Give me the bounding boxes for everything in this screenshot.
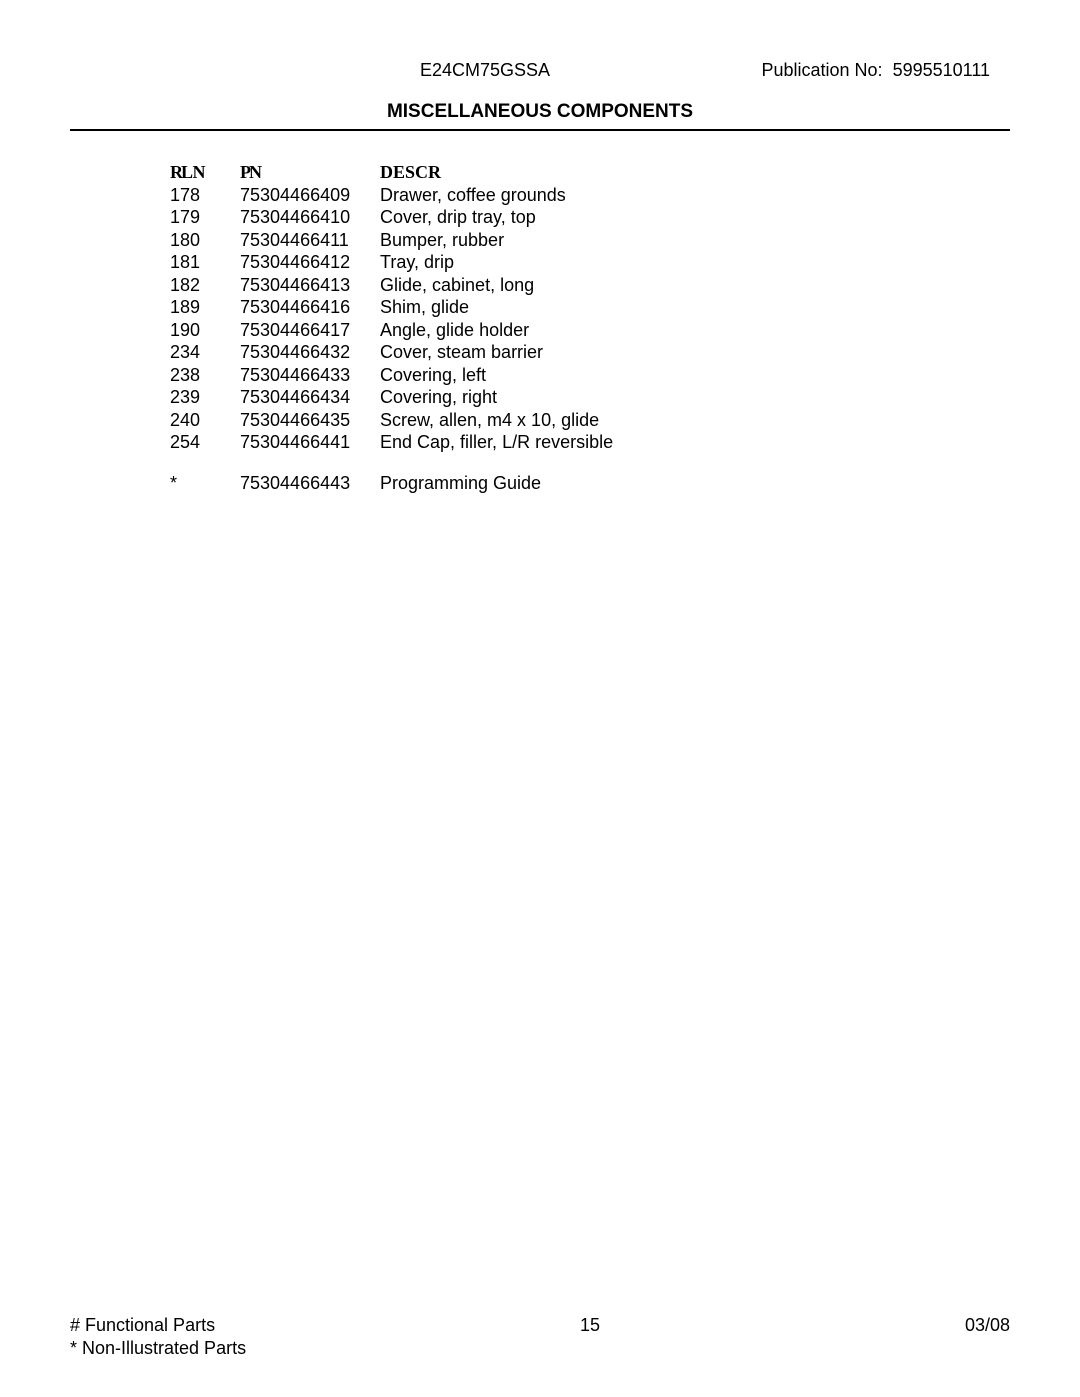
cell-desc: Angle, glide holder bbox=[380, 319, 613, 342]
section-title: MISCELLANEOUS COMPONENTS bbox=[70, 101, 1010, 123]
table-row: 234 75304466432 Cover, steam barrier bbox=[170, 341, 613, 364]
cell-pn: 75304466441 bbox=[240, 431, 380, 454]
cell-pn: 75304466409 bbox=[240, 184, 380, 207]
spacer-row bbox=[170, 454, 613, 472]
publication-label: Publication No: bbox=[761, 60, 882, 80]
cell-desc: Programming Guide bbox=[380, 472, 613, 495]
table-row: 179 75304466410 Cover, drip tray, top bbox=[170, 206, 613, 229]
cell-desc: Cover, drip tray, top bbox=[380, 206, 613, 229]
page-footer: # Functional Parts 15 03/08 * Non-Illust… bbox=[70, 1315, 1010, 1359]
table-row: 190 75304466417 Angle, glide holder bbox=[170, 319, 613, 342]
table-row: 182 75304466413 Glide, cabinet, long bbox=[170, 274, 613, 297]
parts-table: RL N PN DESCR 178 75304466409 Drawer, co… bbox=[170, 161, 613, 494]
header-row: E24CM75GSSA Publication No: 5995510111 bbox=[70, 60, 1010, 81]
cell-pn: 75304466443 bbox=[240, 472, 380, 495]
cell-rl: 238 bbox=[170, 364, 240, 387]
footer-page-number: 15 bbox=[580, 1315, 600, 1336]
table-header-row: RL N PN DESCR bbox=[170, 161, 613, 184]
cell-rl: 234 bbox=[170, 341, 240, 364]
footer-date: 03/08 bbox=[965, 1315, 1010, 1336]
cell-desc: Screw, allen, m4 x 10, glide bbox=[380, 409, 613, 432]
cell-desc: Glide, cabinet, long bbox=[380, 274, 613, 297]
cell-rl: 254 bbox=[170, 431, 240, 454]
cell-rl: 190 bbox=[170, 319, 240, 342]
table-row: 180 75304466411 Bumper, rubber bbox=[170, 229, 613, 252]
table-row: 240 75304466435 Screw, allen, m4 x 10, g… bbox=[170, 409, 613, 432]
parts-table-wrap: RL N PN DESCR 178 75304466409 Drawer, co… bbox=[170, 161, 1010, 494]
cell-pn: 75304466416 bbox=[240, 296, 380, 319]
col-header-desc: DESCR bbox=[380, 161, 613, 184]
section-rule bbox=[70, 129, 1010, 131]
cell-pn: 75304466432 bbox=[240, 341, 380, 364]
cell-desc: Bumper, rubber bbox=[380, 229, 613, 252]
cell-desc: Shim, glide bbox=[380, 296, 613, 319]
cell-desc: Cover, steam barrier bbox=[380, 341, 613, 364]
cell-desc: Covering, left bbox=[380, 364, 613, 387]
publication-no-value: 5995510111 bbox=[893, 60, 990, 80]
page: E24CM75GSSA Publication No: 5995510111 M… bbox=[0, 0, 1080, 1397]
cell-rl: 239 bbox=[170, 386, 240, 409]
cell-pn: 75304466434 bbox=[240, 386, 380, 409]
cell-rl: 178 bbox=[170, 184, 240, 207]
cell-desc: Covering, right bbox=[380, 386, 613, 409]
cell-desc: Tray, drip bbox=[380, 251, 613, 274]
col-header-pn: PN bbox=[240, 161, 380, 184]
table-row: 189 75304466416 Shim, glide bbox=[170, 296, 613, 319]
col-header-rl: RL N bbox=[170, 161, 240, 184]
cell-pn: 75304466413 bbox=[240, 274, 380, 297]
cell-pn: 75304466435 bbox=[240, 409, 380, 432]
cell-rl: 189 bbox=[170, 296, 240, 319]
footer-nonillustrated: * Non-Illustrated Parts bbox=[70, 1338, 1010, 1359]
footer-functional-parts: # Functional Parts bbox=[70, 1315, 215, 1336]
publication-number: Publication No: 5995510111 bbox=[761, 60, 990, 81]
cell-desc: Drawer, coffee grounds bbox=[380, 184, 613, 207]
cell-rl: 179 bbox=[170, 206, 240, 229]
cell-pn: 75304466433 bbox=[240, 364, 380, 387]
table-row: 181 75304466412 Tray, drip bbox=[170, 251, 613, 274]
cell-rl: 181 bbox=[170, 251, 240, 274]
cell-pn: 75304466412 bbox=[240, 251, 380, 274]
cell-pn: 75304466417 bbox=[240, 319, 380, 342]
cell-pn: 75304466410 bbox=[240, 206, 380, 229]
cell-pn: 75304466411 bbox=[240, 229, 380, 252]
cell-rl: 180 bbox=[170, 229, 240, 252]
cell-rl: 240 bbox=[170, 409, 240, 432]
model-number: E24CM75GSSA bbox=[420, 60, 550, 81]
cell-rl: 182 bbox=[170, 274, 240, 297]
footer-top: # Functional Parts 15 03/08 bbox=[70, 1315, 1010, 1336]
cell-rl: * bbox=[170, 472, 240, 495]
table-row: 178 75304466409 Drawer, coffee grounds bbox=[170, 184, 613, 207]
cell-desc: End Cap, filler, L/R reversible bbox=[380, 431, 613, 454]
table-row: 254 75304466441 End Cap, filler, L/R rev… bbox=[170, 431, 613, 454]
table-row-extra: * 75304466443 Programming Guide bbox=[170, 472, 613, 495]
table-row: 239 75304466434 Covering, right bbox=[170, 386, 613, 409]
table-row: 238 75304466433 Covering, left bbox=[170, 364, 613, 387]
